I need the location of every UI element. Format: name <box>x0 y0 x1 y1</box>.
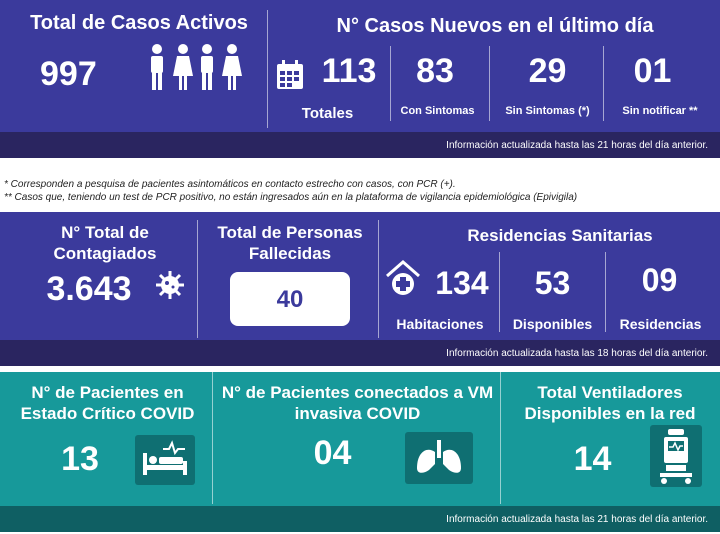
ventilated-patients-value: 04 <box>313 434 352 472</box>
active-cases-title: Total de Casos Activos <box>30 12 248 34</box>
total-new-label: Totales <box>301 105 354 122</box>
rooms-label: Habitaciones <box>396 316 484 332</box>
available-value: 53 <box>534 265 571 301</box>
contagion-panel: N° Total de Contagiados 3.643 Total de P… <box>0 212 720 366</box>
without-symptoms-label: Sin Sintomas (*) <box>505 105 590 117</box>
without-symptoms-value: 29 <box>528 52 567 90</box>
with-symptoms-label: Con Sintomas <box>400 105 475 117</box>
residences-label: Residencias <box>619 316 702 332</box>
footer-note: Información actualizada hasta las 18 hor… <box>0 340 720 366</box>
divider <box>499 252 500 332</box>
footnotes: * Corresponden a pesquisa de pacientes a… <box>4 178 577 204</box>
hospital-bed-icon <box>135 435 195 485</box>
people-icon <box>151 44 242 90</box>
divider <box>605 252 606 332</box>
deceased-title: Total de Personas Fallecidas <box>217 223 363 263</box>
deceased-value-box <box>230 272 350 326</box>
active-cases-value: 997 <box>40 55 97 93</box>
footnote-2: ** Casos que, teniendo un test de PCR po… <box>4 192 578 203</box>
ventilated-patients-title: N° de Pacientes conectados a VM invasiva… <box>221 383 494 423</box>
divider <box>500 372 501 504</box>
deceased-value: 40 <box>276 286 304 313</box>
not-notified-label: Sin notificar ** <box>622 105 698 117</box>
critical-care-panel: N° de Pacientes en Estado Crítico COVID … <box>0 372 720 532</box>
with-symptoms-value: 83 <box>416 52 454 90</box>
footnote-1: * Corresponden a pesquisa de pacientes a… <box>4 179 456 190</box>
ventilator-icon <box>650 425 702 487</box>
lungs-icon <box>405 432 473 484</box>
active-cases-panel: Total de Casos Activos 997 N° Casos Nuev… <box>0 0 720 158</box>
residences-value: 09 <box>641 262 678 298</box>
footer-note: Información actualizada hasta las 21 hor… <box>0 506 720 532</box>
calendar-icon <box>277 60 303 89</box>
divider <box>197 220 198 338</box>
ventilators-value: 14 <box>573 440 612 478</box>
virus-icon <box>156 271 184 299</box>
ventilators-title: Total Ventiladores Disponibles en la red <box>524 383 696 423</box>
total-new-value: 113 <box>321 52 377 90</box>
new-cases-title: N° Casos Nuevos en el último día <box>336 15 654 37</box>
divider <box>390 46 391 121</box>
rooms-value: 134 <box>435 265 489 301</box>
critical-patients-value: 13 <box>61 440 99 478</box>
residences-title: Residencias Sanitarias <box>467 226 653 245</box>
health-house-icon <box>386 260 420 295</box>
total-infected-value: 3.643 <box>46 270 132 308</box>
divider <box>489 46 490 121</box>
footer-note: Información actualizada hasta las 21 hor… <box>0 132 720 158</box>
total-infected-title: N° Total de Contagiados <box>53 223 157 263</box>
divider <box>603 46 604 121</box>
divider <box>267 10 268 128</box>
not-notified-value: 01 <box>633 52 672 90</box>
divider <box>378 220 379 338</box>
available-label: Disponibles <box>512 316 593 332</box>
critical-patients-title: N° de Pacientes en Estado Crítico COVID <box>20 383 195 423</box>
divider <box>212 372 213 504</box>
